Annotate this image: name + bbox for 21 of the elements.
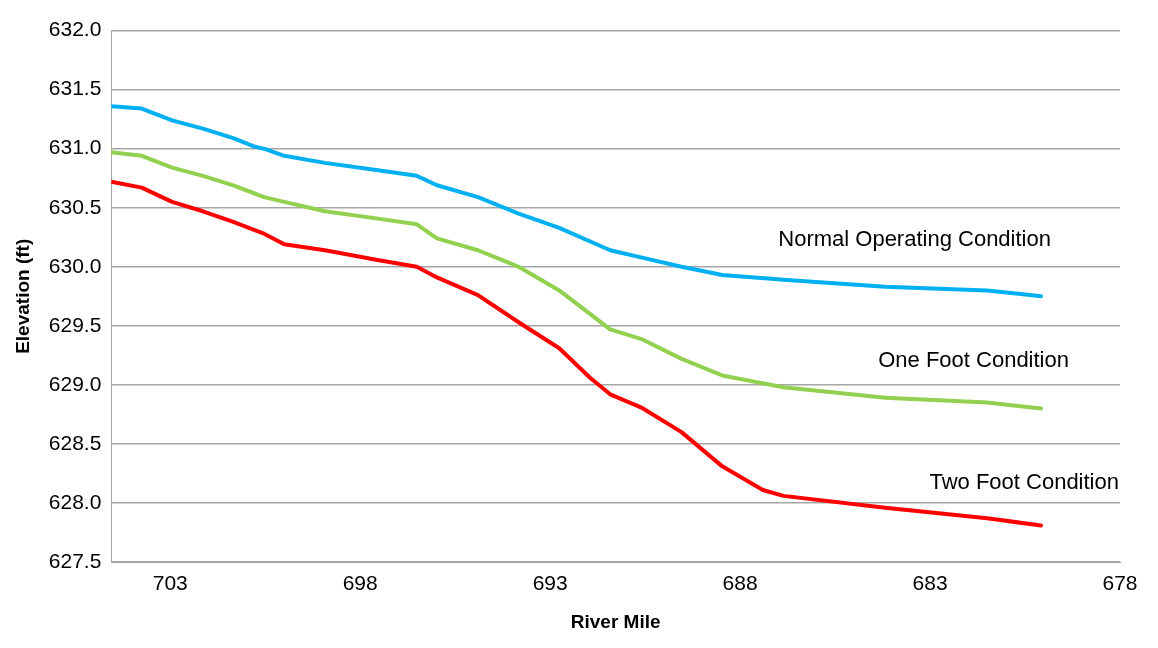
x-tick-label: 698 bbox=[342, 571, 378, 595]
y-tick-label: 629.0 bbox=[48, 371, 102, 395]
series-label: Two Foot Condition bbox=[929, 469, 1119, 495]
y-tick-label: 632.0 bbox=[48, 17, 102, 41]
x-tick-label: 693 bbox=[532, 571, 568, 595]
x-tick-label: 688 bbox=[722, 571, 758, 595]
y-axis-title: Elevation (ft) bbox=[11, 238, 33, 354]
y-tick-label: 628.5 bbox=[48, 430, 102, 454]
x-tick-label: 703 bbox=[152, 571, 188, 595]
y-tick-label: 627.5 bbox=[48, 548, 102, 572]
y-tick-label: 630.0 bbox=[48, 253, 102, 277]
y-tick-label: 629.5 bbox=[48, 312, 102, 336]
y-tick-label: 630.5 bbox=[48, 194, 102, 218]
x-tick-label: 678 bbox=[1102, 571, 1138, 595]
y-tick-label: 628.0 bbox=[48, 489, 102, 513]
x-axis-title: River Mile bbox=[570, 610, 661, 632]
x-tick-label: 683 bbox=[912, 571, 948, 595]
y-tick-label: 631.5 bbox=[48, 76, 102, 100]
y-tick-label: 631.0 bbox=[48, 135, 102, 159]
series-label: One Foot Condition bbox=[878, 346, 1069, 372]
series-label: Normal Operating Condition bbox=[778, 226, 1051, 252]
